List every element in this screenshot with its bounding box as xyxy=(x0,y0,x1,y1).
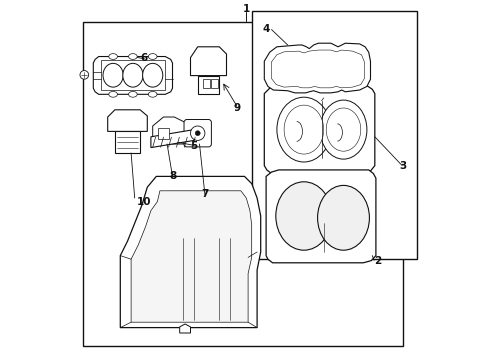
Text: 5: 5 xyxy=(190,141,197,151)
Bar xyxy=(211,79,218,88)
Ellipse shape xyxy=(103,63,123,87)
Polygon shape xyxy=(151,130,194,148)
Ellipse shape xyxy=(122,63,142,87)
Polygon shape xyxy=(107,110,147,131)
Ellipse shape xyxy=(148,91,157,97)
Text: 3: 3 xyxy=(399,161,406,171)
Ellipse shape xyxy=(128,91,137,97)
Bar xyxy=(82,22,402,346)
Bar xyxy=(203,79,209,88)
Text: 7: 7 xyxy=(201,189,208,199)
Polygon shape xyxy=(264,86,374,174)
Ellipse shape xyxy=(284,105,323,154)
Ellipse shape xyxy=(276,97,330,162)
Polygon shape xyxy=(93,57,172,94)
Text: 2: 2 xyxy=(373,256,381,266)
Ellipse shape xyxy=(128,54,137,59)
Polygon shape xyxy=(271,50,364,88)
Polygon shape xyxy=(131,191,251,322)
Bar xyxy=(251,11,416,259)
Polygon shape xyxy=(265,170,375,263)
Bar xyxy=(158,128,168,139)
Ellipse shape xyxy=(325,108,360,151)
Circle shape xyxy=(190,126,204,140)
Text: 8: 8 xyxy=(168,171,176,181)
Polygon shape xyxy=(197,76,219,94)
Ellipse shape xyxy=(320,100,366,159)
Polygon shape xyxy=(115,131,140,153)
Text: 1: 1 xyxy=(242,4,249,14)
Bar xyxy=(101,60,165,90)
Text: 9: 9 xyxy=(233,103,241,113)
Text: 4: 4 xyxy=(262,24,269,34)
Polygon shape xyxy=(120,176,260,328)
Ellipse shape xyxy=(142,63,163,87)
Ellipse shape xyxy=(148,54,157,59)
Circle shape xyxy=(195,131,200,136)
Text: 6: 6 xyxy=(140,53,147,63)
Text: 10: 10 xyxy=(136,197,151,207)
Ellipse shape xyxy=(275,182,331,250)
Polygon shape xyxy=(264,43,370,93)
Polygon shape xyxy=(179,324,190,333)
Ellipse shape xyxy=(108,91,117,97)
Ellipse shape xyxy=(317,185,368,250)
Ellipse shape xyxy=(108,54,117,59)
Circle shape xyxy=(80,71,88,79)
Polygon shape xyxy=(190,47,226,76)
FancyBboxPatch shape xyxy=(183,120,211,147)
Polygon shape xyxy=(152,117,185,144)
